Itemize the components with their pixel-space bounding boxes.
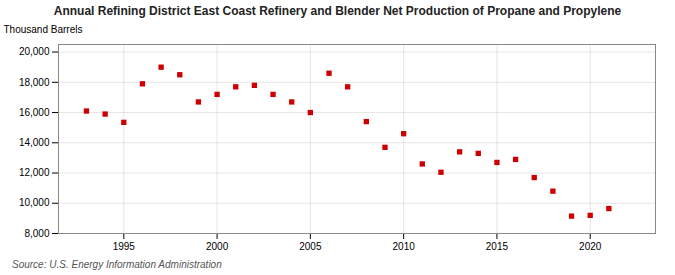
svg-text:8,000: 8,000 [24,227,49,238]
svg-text:2000: 2000 [206,240,229,251]
svg-text:18,000: 18,000 [19,76,50,87]
html-text:Source: U.S. Energy Informatio: Source: U.S. Energy Information Administ… [12,258,222,270]
svg-text:Thousand Barrels: Thousand Barrels [4,23,83,34]
svg-text:12,000: 12,000 [19,167,50,178]
svg-text:16,000: 16,000 [19,106,50,117]
svg-text:20,000: 20,000 [19,46,50,57]
svg-text:1995: 1995 [113,240,136,251]
svg-text:2005: 2005 [299,240,322,251]
html-text:Annual Refining District East: Annual Refining District East Coast Refi… [53,4,622,18]
svg-text:2020: 2020 [579,240,602,251]
svg-text:10,000: 10,000 [19,197,50,208]
svg-text:14,000: 14,000 [19,137,50,148]
svg-text:2015: 2015 [486,240,509,251]
svg-text:2010: 2010 [393,240,416,251]
